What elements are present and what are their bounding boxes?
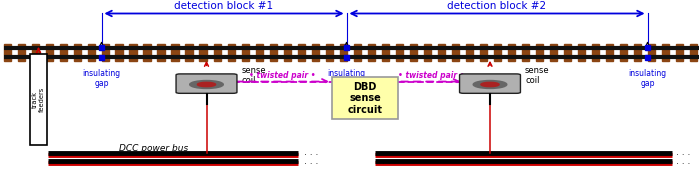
Bar — [395, 44, 403, 61]
Bar — [326, 44, 333, 61]
Bar — [508, 44, 515, 61]
Text: insulating
gap: insulating gap — [328, 69, 365, 88]
Text: track
feeders: track feeders — [32, 87, 45, 112]
Text: . . .: . . . — [304, 157, 319, 166]
Bar — [676, 44, 683, 61]
Text: . . .: . . . — [676, 157, 690, 166]
Bar — [344, 55, 349, 60]
Circle shape — [197, 82, 216, 87]
Bar — [270, 44, 277, 61]
Bar — [645, 45, 650, 50]
Bar — [99, 45, 104, 50]
Bar — [284, 44, 291, 61]
Bar — [410, 44, 417, 61]
FancyBboxPatch shape — [176, 74, 237, 93]
Bar — [620, 44, 627, 61]
Circle shape — [481, 82, 499, 87]
Bar — [368, 44, 375, 61]
Bar — [46, 44, 53, 61]
Bar — [29, 54, 48, 146]
Text: . . .: . . . — [676, 148, 690, 157]
Bar — [550, 44, 557, 61]
Bar — [116, 44, 123, 61]
Bar — [452, 44, 459, 61]
Bar — [344, 45, 349, 50]
Text: . . .: . . . — [304, 148, 319, 157]
Bar — [354, 44, 361, 61]
Text: . . .: . . . — [382, 148, 396, 157]
Bar — [102, 44, 109, 61]
Bar — [144, 44, 151, 61]
Bar — [18, 44, 25, 61]
Text: insulating
gap: insulating gap — [629, 69, 666, 88]
Bar — [648, 44, 655, 61]
Bar — [312, 44, 319, 61]
Bar — [228, 44, 235, 61]
Bar — [32, 44, 39, 61]
FancyBboxPatch shape — [459, 74, 520, 93]
Circle shape — [190, 80, 223, 88]
Text: sense
coil: sense coil — [525, 66, 550, 85]
Text: • twisted pair •: • twisted pair • — [249, 71, 316, 80]
Text: • twisted pair •: • twisted pair • — [398, 71, 464, 80]
Circle shape — [473, 80, 507, 88]
Bar — [186, 44, 193, 61]
Bar — [199, 44, 207, 61]
Bar — [522, 44, 529, 61]
Bar — [536, 44, 543, 61]
Bar — [130, 44, 137, 61]
Bar — [564, 44, 571, 61]
Text: detection block #1: detection block #1 — [174, 1, 274, 11]
Bar — [662, 44, 669, 61]
Bar — [4, 44, 11, 61]
Bar — [494, 44, 501, 61]
Text: detection block #2: detection block #2 — [447, 1, 547, 11]
Bar — [606, 44, 613, 61]
Bar — [241, 44, 249, 61]
Text: . . .: . . . — [382, 157, 396, 166]
Bar — [99, 55, 104, 60]
Text: sense
coil: sense coil — [241, 66, 266, 85]
FancyBboxPatch shape — [332, 77, 398, 119]
Bar — [214, 44, 221, 61]
Text: DCC power bus: DCC power bus — [119, 144, 188, 153]
Bar — [60, 44, 67, 61]
Bar — [172, 44, 179, 61]
Text: insulating
gap: insulating gap — [83, 69, 120, 88]
Bar — [592, 44, 599, 61]
Bar — [382, 44, 389, 61]
Bar — [424, 44, 431, 61]
Bar — [634, 44, 641, 61]
Bar — [158, 44, 165, 61]
Bar — [480, 44, 487, 61]
Bar — [438, 44, 445, 61]
Bar — [645, 55, 650, 60]
Bar — [578, 44, 585, 61]
Bar — [340, 44, 347, 61]
Bar — [466, 44, 473, 61]
Bar — [298, 44, 305, 61]
Bar — [690, 44, 697, 61]
Bar — [256, 44, 263, 61]
Text: DBD
sense
circuit: DBD sense circuit — [347, 82, 382, 115]
Bar — [74, 44, 81, 61]
Bar — [88, 44, 95, 61]
